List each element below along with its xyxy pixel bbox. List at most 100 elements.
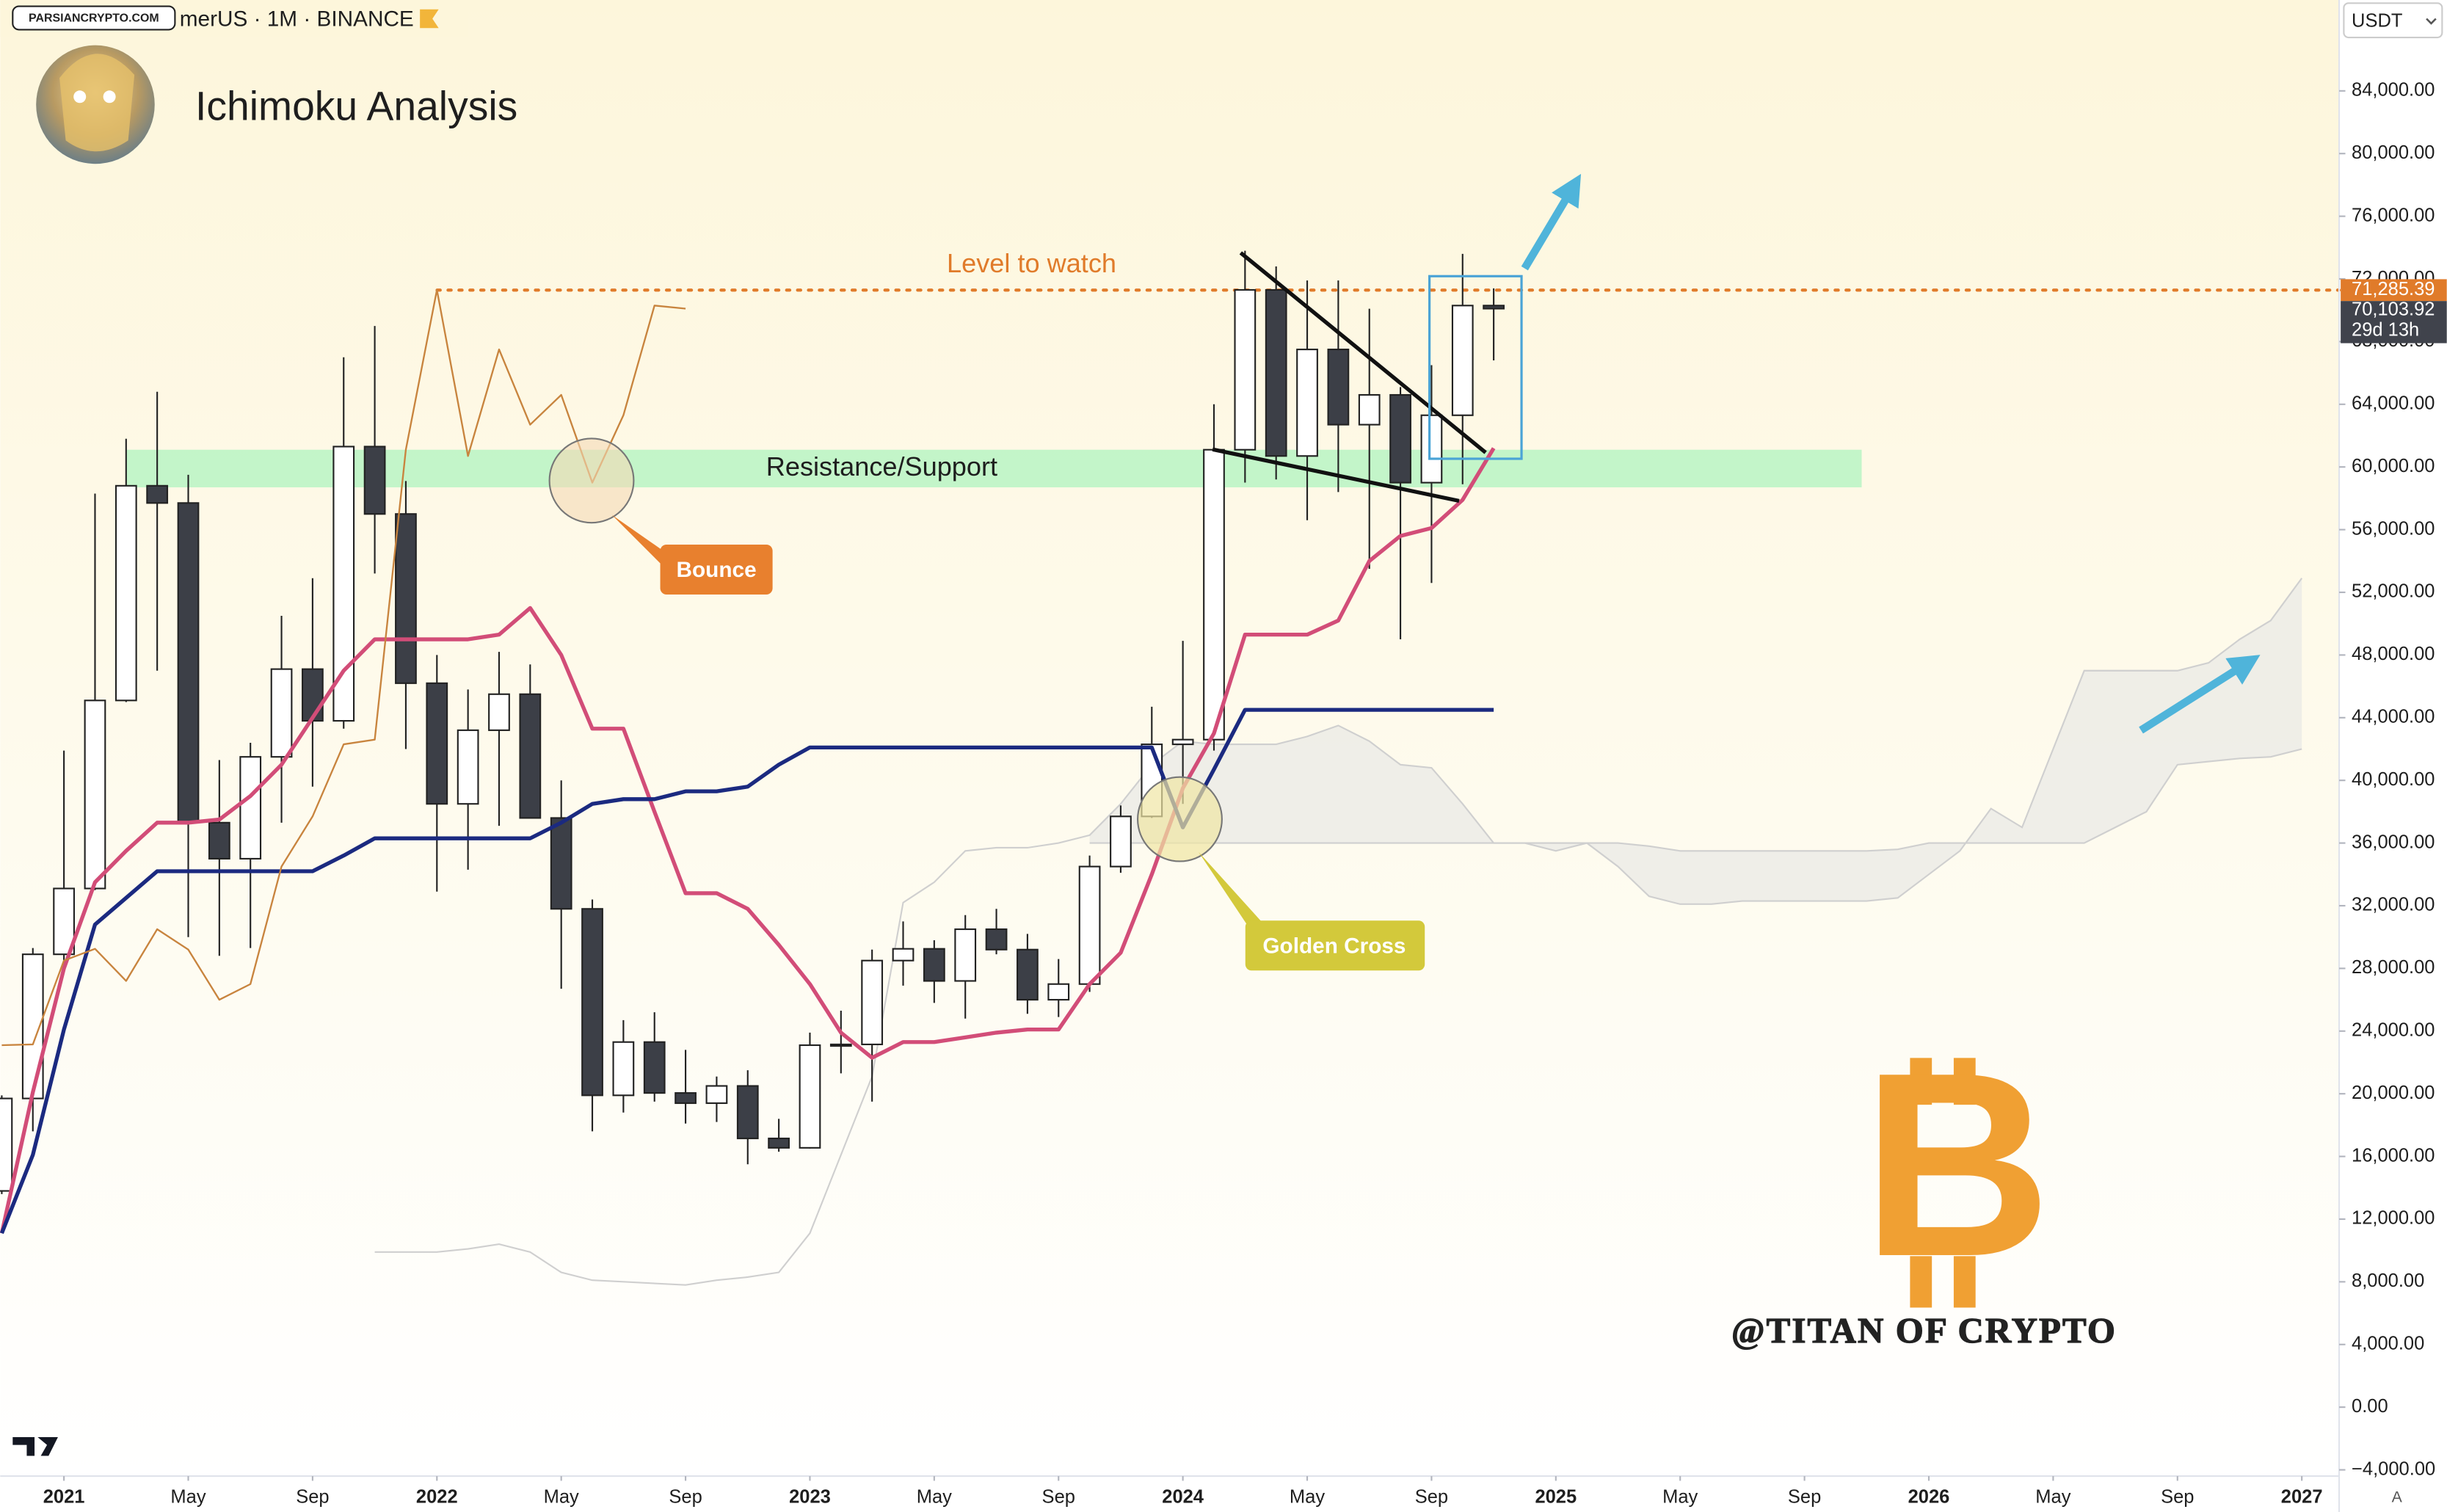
candle-body [799, 1044, 821, 1149]
logo-bar [1953, 1256, 1976, 1308]
candle-body [1110, 815, 1132, 868]
x-tick-label: 2024 [1162, 1487, 1204, 1508]
logo-bar [1910, 1058, 1932, 1105]
x-tick-label: May [917, 1487, 952, 1508]
x-tick-label: Sep [1788, 1487, 1821, 1508]
candle-body [1203, 448, 1225, 741]
candle-body [332, 446, 355, 722]
candle-body [0, 1097, 13, 1192]
candle-body [114, 484, 137, 702]
x-tick-label: Sep [296, 1487, 329, 1508]
breakout-box [1428, 275, 1523, 460]
candle-body [1265, 288, 1287, 457]
candle-body [146, 484, 169, 504]
indicator-line [0, 708, 1494, 1235]
candle-body [705, 1085, 728, 1105]
dropdown-caret [2426, 18, 2437, 25]
y-tick-label: 64,000.00 [2352, 393, 2435, 414]
avatar-face [59, 54, 135, 152]
x-tick-label: May [1290, 1487, 1325, 1508]
candle-body [1389, 393, 1411, 484]
indicator-line [1, 288, 686, 1047]
candle-body [302, 668, 324, 722]
triangle-upper [1239, 251, 1487, 454]
zone-label: Resistance/Support [766, 451, 997, 481]
x-tick-label: May [170, 1487, 206, 1508]
golden-cross-box [1245, 920, 1425, 971]
candle-body [736, 1085, 759, 1140]
candle-body [550, 817, 572, 910]
countdown-label: 29d 13h [2352, 319, 2419, 340]
y-tick-label: 4,000.00 [2352, 1334, 2424, 1354]
candle-body [1451, 305, 1474, 416]
x-tick-label: May [1662, 1487, 1698, 1508]
y-tick-label: 20,000.00 [2352, 1083, 2435, 1103]
y-tick-label: 48,000.00 [2352, 644, 2435, 664]
auto-scale-button[interactable] [2385, 1486, 2408, 1509]
x-tick-label: 2022 [416, 1487, 458, 1508]
candle-body [208, 821, 230, 860]
x-tick-label: Sep [1415, 1487, 1448, 1508]
candle-body [954, 928, 977, 982]
y-tick-label: 8,000.00 [2352, 1271, 2424, 1291]
candle-body [985, 928, 1008, 951]
candle-body [612, 1041, 635, 1097]
logo-bar [1953, 1058, 1976, 1105]
x-tick-label: 2026 [1908, 1487, 1950, 1508]
price-axis-background [2339, 0, 2447, 1512]
arrow-up [1521, 173, 1582, 271]
candle-body [1483, 305, 1505, 310]
candle-body [643, 1041, 666, 1094]
currency-button[interactable] [2343, 2, 2443, 39]
candle-body [1171, 738, 1194, 746]
x-tick-label: Sep [2161, 1487, 2194, 1508]
y-tick-label: 40,000.00 [2352, 769, 2435, 790]
bitcoin-logo: B [1862, 1018, 2051, 1311]
y-tick-label: 28,000.00 [2352, 957, 2435, 978]
last-price-tag [2341, 301, 2447, 344]
candle-body [239, 756, 262, 860]
y-tick-label: 24,000.00 [2352, 1020, 2435, 1041]
y-tick-label: 56,000.00 [2352, 518, 2435, 539]
candle-body [892, 948, 915, 962]
currency-label: USDT [2352, 10, 2402, 31]
watermark-badge [12, 5, 176, 31]
tradingview-logo[interactable] [12, 1436, 58, 1456]
candle-body [519, 693, 542, 819]
y-tick-label: 44,000.00 [2352, 707, 2435, 727]
x-tick-label: May [544, 1487, 579, 1508]
level-text: Level to watch [947, 248, 1116, 278]
candle-body [1358, 393, 1381, 426]
candle-body [426, 682, 448, 805]
x-tick-label: 2023 [789, 1487, 831, 1508]
candle-body [675, 1092, 697, 1105]
candle-body [395, 513, 417, 684]
plot-background [0, 0, 2340, 1477]
candle-body [768, 1137, 790, 1149]
chart-title: Ichimoku Analysis [195, 83, 517, 128]
y-tick-label: 0.00 [2352, 1396, 2388, 1417]
golden-cross-pointer [1198, 851, 1272, 941]
bounce-box [660, 544, 773, 595]
candle-body [1296, 349, 1318, 457]
auto-scale-label: A [2392, 1488, 2403, 1505]
candle-body [1047, 983, 1070, 1001]
flag-icon[interactable] [420, 9, 439, 29]
x-tick-label: Sep [1042, 1487, 1075, 1508]
candle-body [53, 887, 75, 956]
candle-body [923, 948, 945, 982]
candle-body [1017, 948, 1039, 1001]
avatar-eye [73, 90, 87, 103]
resistance-zone [126, 449, 1862, 487]
candle-body [829, 1043, 852, 1047]
candle-body [84, 699, 106, 890]
y-tick-label: 12,000.00 [2352, 1208, 2435, 1229]
time-axis-background [0, 1476, 2340, 1512]
level-price-tag [2341, 279, 2447, 302]
golden-cross-circle [1137, 776, 1223, 862]
x-tick-label: 2021 [43, 1487, 85, 1508]
y-tick-label: −4,000.00 [2352, 1458, 2435, 1479]
signature: @TITAN OF CRYPTO [1731, 1310, 2117, 1351]
x-tick-label: Sep [669, 1487, 702, 1508]
